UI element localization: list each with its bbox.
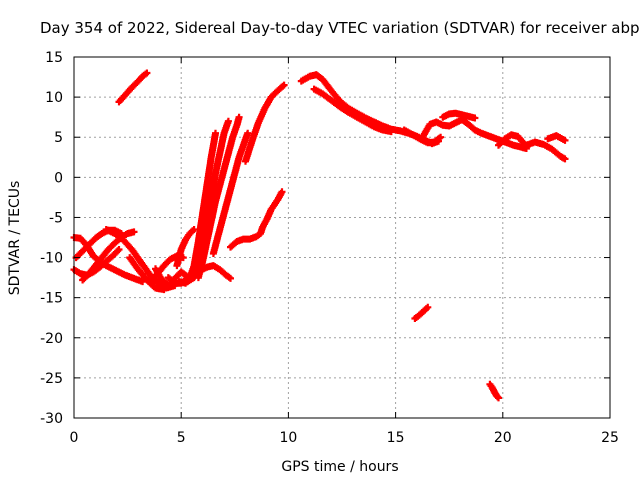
y-tick-label: 10 <box>45 90 63 106</box>
plot-frame <box>73 56 611 419</box>
data-point-marks <box>209 129 252 257</box>
y-tick-label: -30 <box>40 411 63 427</box>
data-point-marks <box>102 226 179 292</box>
x-tick-label: 5 <box>177 430 186 446</box>
x-tick-label: 25 <box>601 430 619 446</box>
series-arc-24 <box>522 138 569 163</box>
series-arc-6 <box>126 254 168 294</box>
y-tick-label: -15 <box>40 291 63 307</box>
series-arc-26 <box>411 303 432 322</box>
data-point-marks <box>522 138 569 163</box>
data-point-marks <box>173 226 198 270</box>
series-arc-14 <box>194 113 243 282</box>
y-tick-label: 15 <box>45 50 63 66</box>
data-point-marks <box>400 126 445 147</box>
series-arc-16 <box>227 188 286 251</box>
y-tick-label: -10 <box>40 251 63 267</box>
chart-title: Day 354 of 2022, Sidereal Day-to-day VTE… <box>40 19 640 37</box>
y-tick-label: 0 <box>54 170 63 186</box>
axis-ticks: 0 5 10 15 20 25 15 10 5 0 -5 -10 -15 -20 -25 -30 <box>40 50 619 446</box>
x-tick-label: 20 <box>494 430 512 446</box>
y-tick-label: -20 <box>40 331 63 347</box>
series-arc-25 <box>544 132 569 144</box>
series-arc-7 <box>115 69 151 106</box>
data-point-marks <box>115 69 151 106</box>
data-point-marks <box>242 81 288 165</box>
x-axis-label: GPS time / hours <box>281 459 398 475</box>
data-point-marks <box>544 132 569 144</box>
series-arc-5 <box>102 226 179 292</box>
data-point-marks <box>495 131 528 149</box>
series-arc-27 <box>486 380 502 402</box>
y-tick-label: 5 <box>54 130 63 146</box>
series-arc-15 <box>209 129 252 257</box>
data-point-marks <box>227 188 286 251</box>
y-tick-label: -5 <box>49 210 63 226</box>
series-arc-17 <box>242 81 288 165</box>
series-arc-23 <box>495 131 528 149</box>
series-arc-20 <box>400 126 445 147</box>
y-tick-label: -25 <box>40 371 63 387</box>
x-tick-label: 0 <box>70 430 79 446</box>
series-arc-19 <box>310 85 395 136</box>
data-point-marks <box>439 109 479 122</box>
data-point-marks <box>126 254 168 294</box>
x-tick-label: 10 <box>279 430 297 446</box>
series-arc-22 <box>439 109 479 122</box>
x-tick-label: 15 <box>387 430 405 446</box>
data-point-marks <box>310 85 395 136</box>
data-points <box>70 69 569 402</box>
series-arc-11 <box>173 226 198 270</box>
y-axis-label: SDTVAR / TECUs <box>7 181 23 296</box>
data-point-marks <box>411 303 432 322</box>
data-point-marks <box>486 380 502 402</box>
data-point-marks <box>194 113 243 282</box>
